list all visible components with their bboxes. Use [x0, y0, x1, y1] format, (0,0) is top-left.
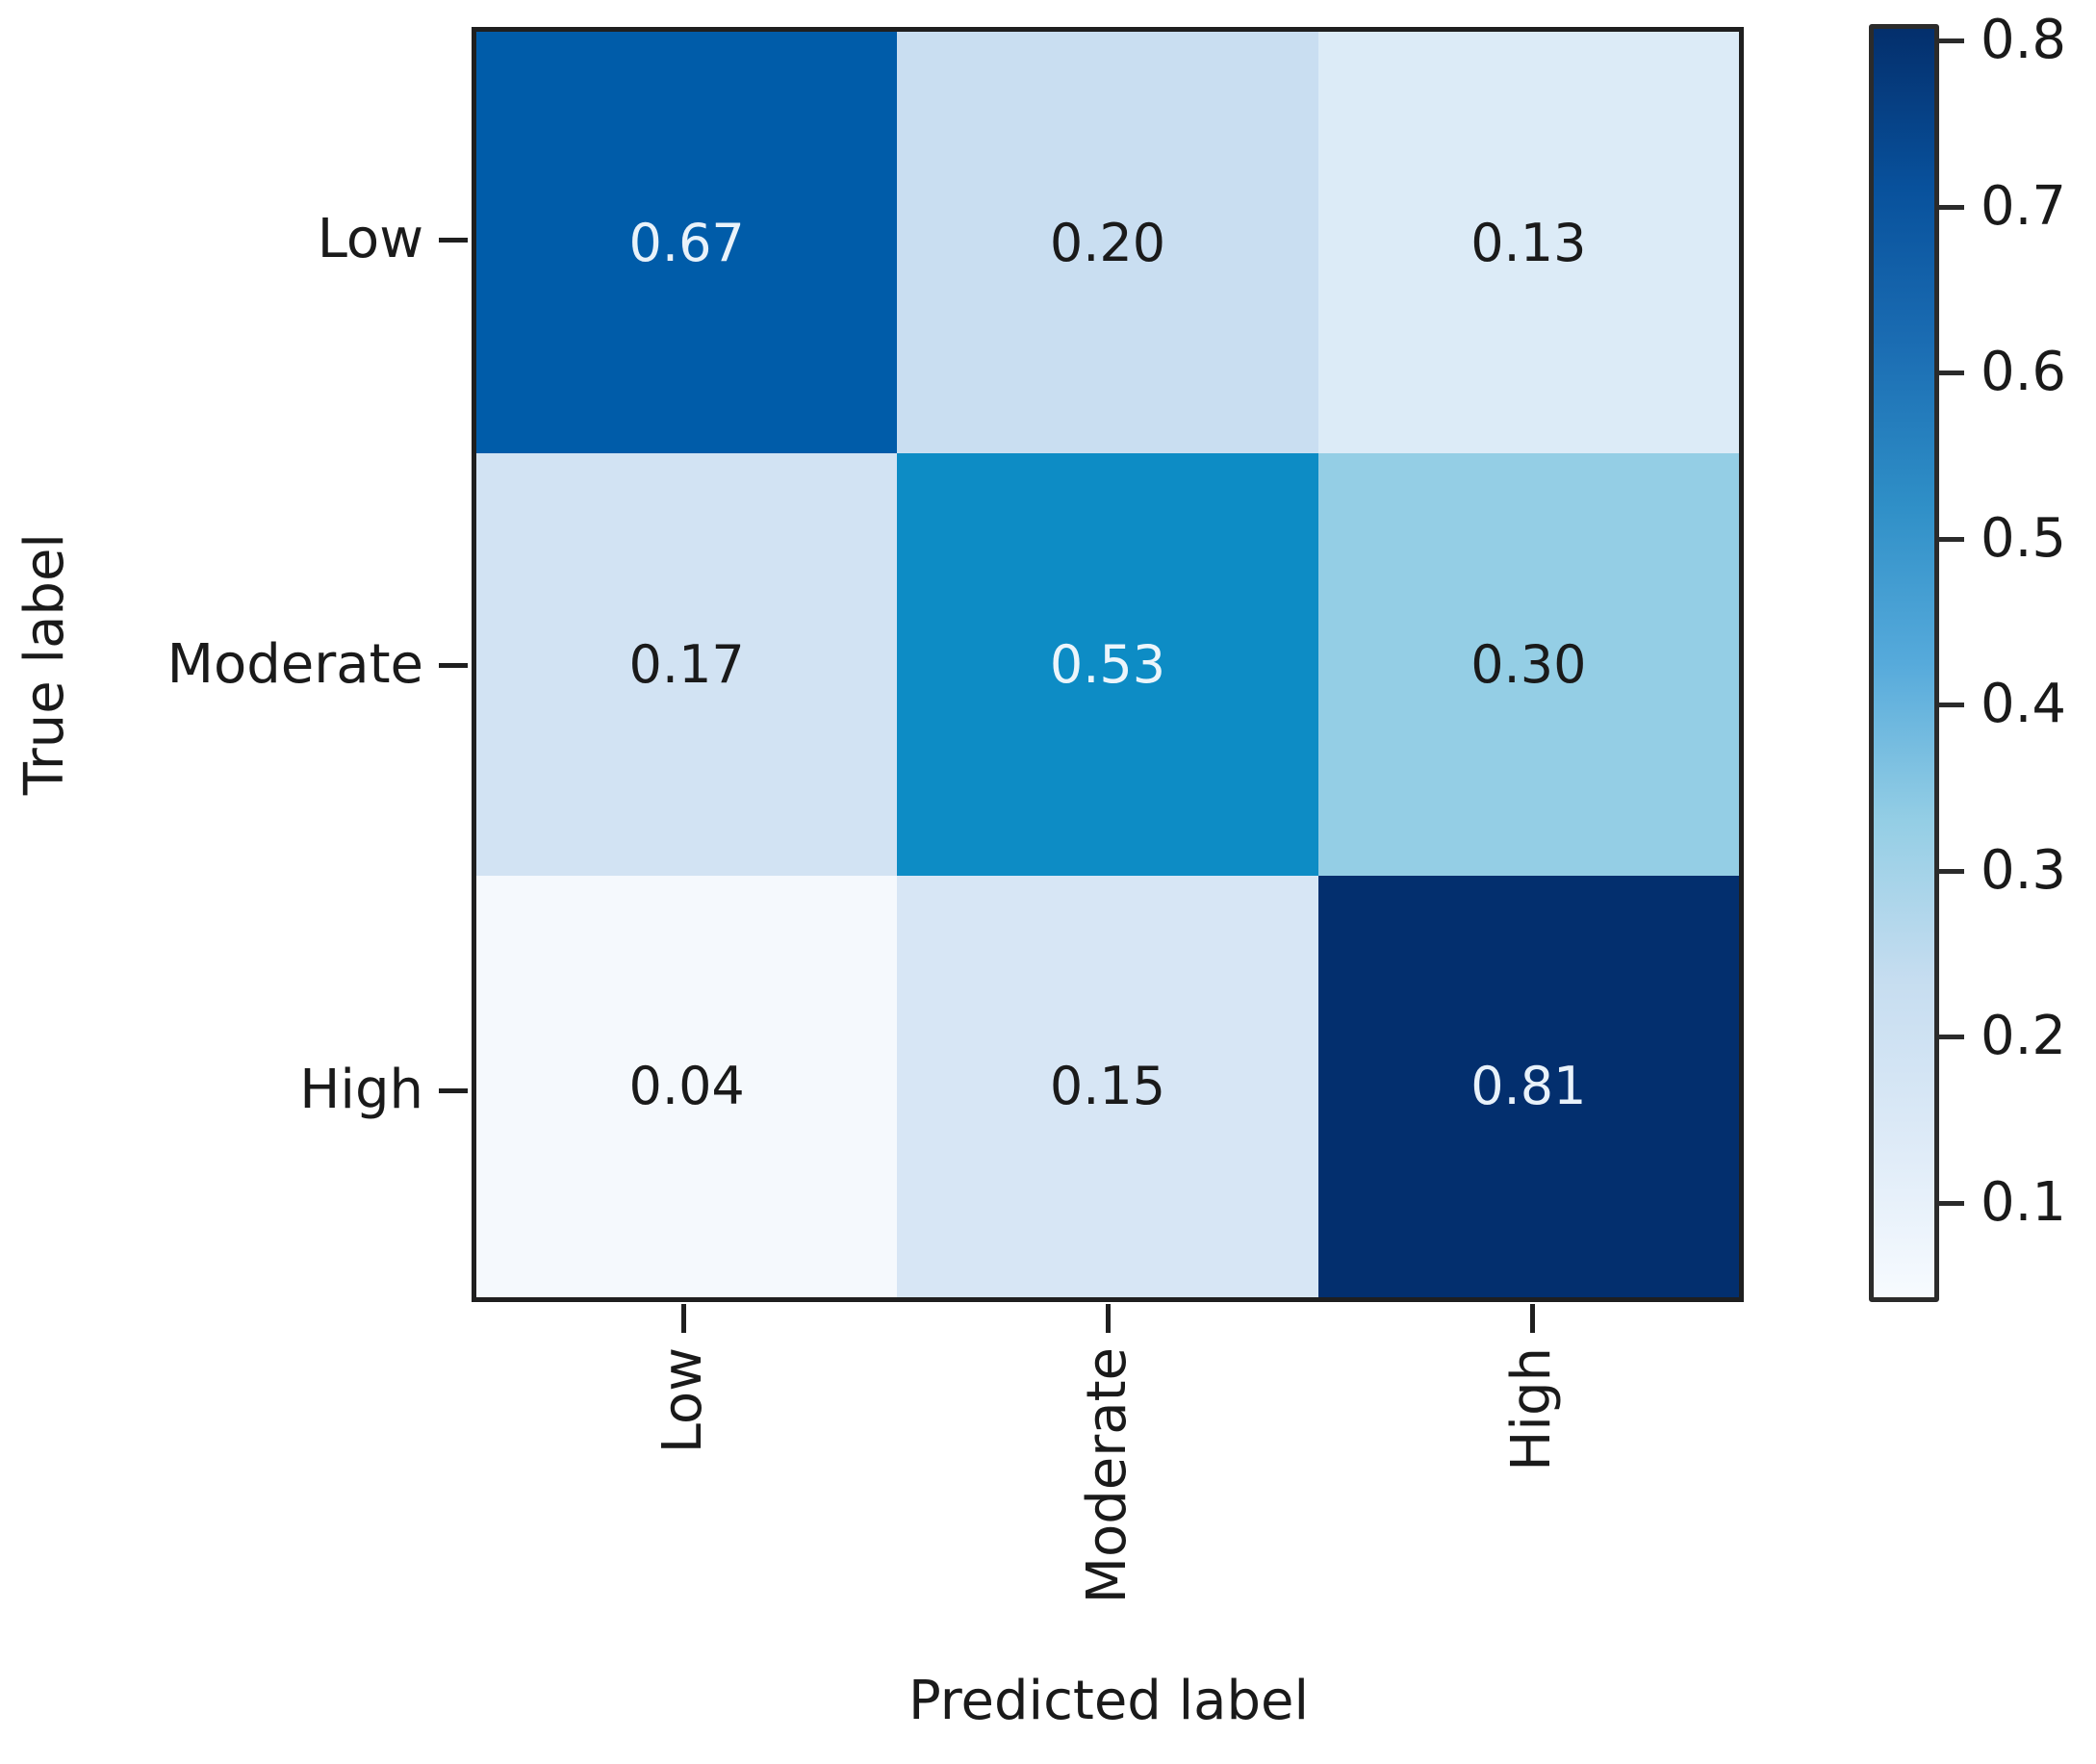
- heatmap-cell-r0c0: 0.67: [476, 32, 898, 454]
- colorbar-tick-label-06: 0.6: [1981, 341, 2067, 403]
- colorbar-tickmark-01: [1939, 1201, 1964, 1206]
- colorbar-tick-label-03: 0.3: [1981, 839, 2067, 902]
- colorbar-gradient: [1874, 29, 1934, 1297]
- colorbar-tickmark-06: [1939, 371, 1964, 375]
- y-axis-title: True label: [13, 533, 76, 796]
- y-tick-label-moderate: Moderate: [166, 633, 423, 696]
- colorbar-tickmark-02: [1939, 1035, 1964, 1039]
- colorbar-tickmark-04: [1939, 703, 1964, 707]
- x-tick-label-high: High: [1500, 1347, 1563, 1471]
- y-tickmark-high: [439, 1088, 468, 1093]
- colorbar-tick-label-02: 0.2: [1981, 1005, 2067, 1067]
- colorbar-tickmark-03: [1939, 869, 1964, 874]
- y-tickmark-moderate: [439, 663, 468, 668]
- heatmap-cell-r2c0: 0.04: [476, 875, 898, 1297]
- heatmap-cell-r1c2: 0.30: [1317, 453, 1739, 876]
- x-tickmark-high: [1530, 1304, 1535, 1333]
- x-axis-title: Predicted label: [907, 1670, 1310, 1732]
- colorbar-tick-label-01: 0.1: [1981, 1171, 2067, 1234]
- x-tickmark-moderate: [1106, 1304, 1111, 1333]
- colorbar: [1869, 24, 1939, 1302]
- colorbar-tickmark-05: [1939, 537, 1964, 542]
- x-tickmark-low: [681, 1304, 686, 1333]
- y-tick-label-low: Low: [317, 208, 423, 270]
- x-tick-label-low: Low: [652, 1347, 714, 1454]
- x-tick-label-moderate: Moderate: [1076, 1347, 1138, 1604]
- y-tickmark-low: [439, 238, 468, 243]
- colorbar-tick-label-08: 0.8: [1981, 9, 2067, 71]
- y-tick-label-high: High: [299, 1059, 423, 1121]
- colorbar-tickmark-08: [1939, 38, 1964, 43]
- heatmap-grid: 0.67 0.20 0.13 0.17 0.53 0.30 0.04 0.15 …: [472, 27, 1744, 1302]
- heatmap-cell-r1c0: 0.17: [476, 453, 898, 876]
- colorbar-tick-label-04: 0.4: [1981, 673, 2067, 735]
- heatmap-cell-r0c2: 0.13: [1317, 32, 1739, 454]
- colorbar-tick-label-07: 0.7: [1981, 175, 2067, 238]
- colorbar-tick-label-05: 0.5: [1981, 507, 2067, 570]
- heatmap-cell-r2c1: 0.15: [897, 875, 1318, 1297]
- heatmap-cell-r2c2: 0.81: [1317, 875, 1739, 1297]
- colorbar-tickmark-07: [1939, 205, 1964, 210]
- heatmap-cell-r1c1: 0.53: [897, 453, 1318, 876]
- heatmap-cell-r0c1: 0.20: [897, 32, 1318, 454]
